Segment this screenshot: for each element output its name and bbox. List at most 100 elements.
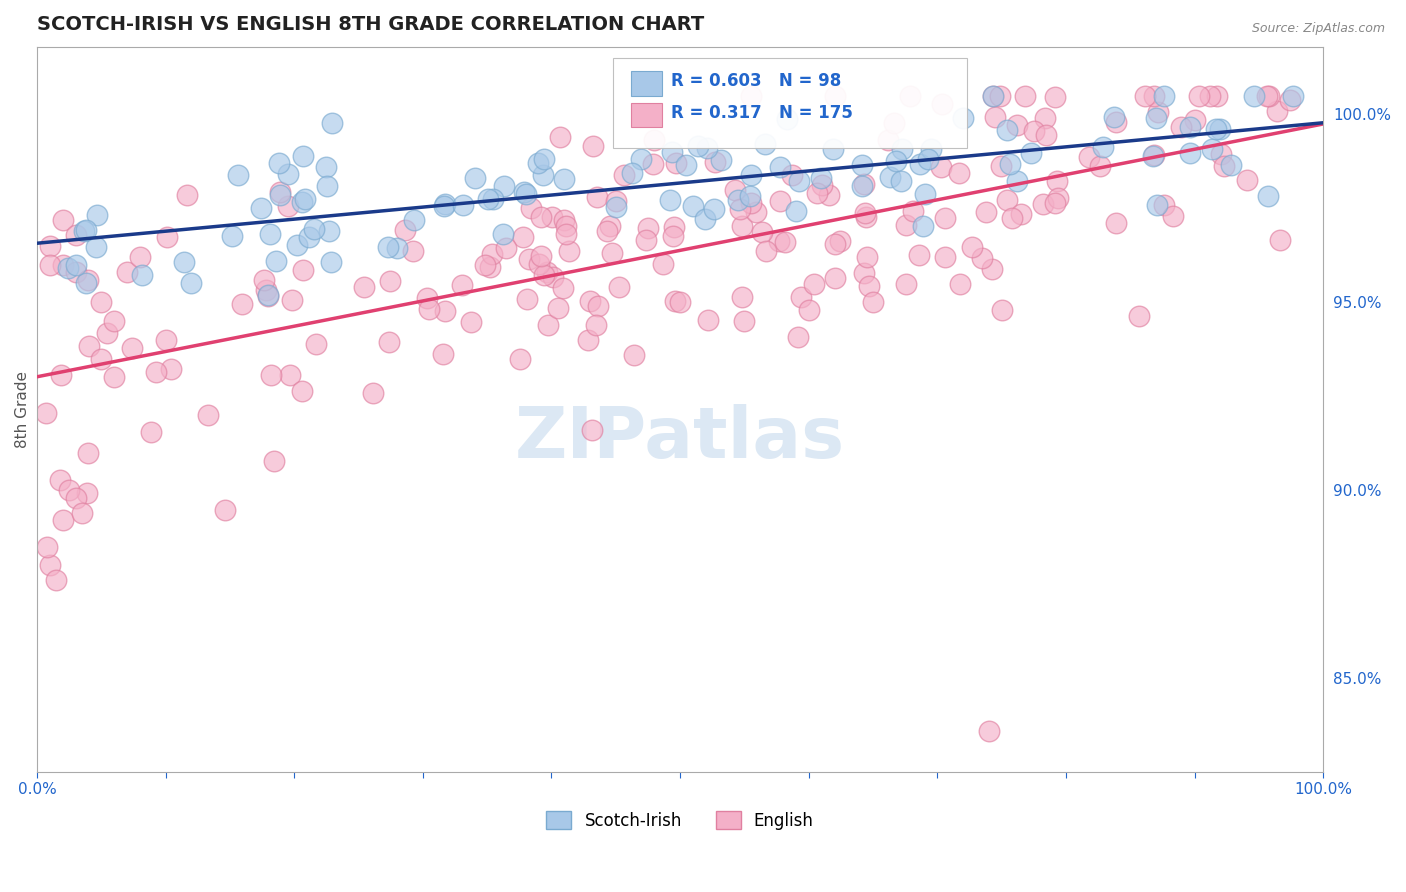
Point [1047, 191, 1070, 205]
Point [451, 198, 474, 212]
Point [858, 278, 880, 293]
Point [623, 347, 645, 361]
Point [75, 277, 97, 291]
Point [291, 384, 314, 398]
Point [605, 200, 627, 214]
Point [460, 315, 482, 329]
Point [259, 368, 281, 382]
Point [121, 342, 143, 356]
Point [52, 258, 75, 272]
Point [768, 235, 790, 249]
Point [250, 202, 273, 216]
Point [948, 166, 970, 180]
Point [949, 277, 972, 292]
Point [731, 219, 754, 234]
Point [361, 386, 384, 401]
Point [477, 192, 499, 206]
Point [934, 211, 956, 225]
Point [65, 227, 87, 242]
Point [1105, 216, 1128, 230]
Point [1257, 189, 1279, 203]
Y-axis label: 8th Grade: 8th Grade [15, 371, 30, 448]
Point [65, 491, 87, 505]
Point [90, 295, 112, 310]
Point [65, 265, 87, 279]
Point [1007, 174, 1029, 188]
Point [981, 262, 1004, 277]
Point [664, 293, 686, 308]
Point [661, 145, 683, 159]
Point [77, 445, 100, 459]
Point [934, 250, 956, 264]
Point [600, 245, 623, 260]
Point [703, 155, 725, 169]
FancyBboxPatch shape [613, 58, 967, 148]
Point [433, 199, 456, 213]
Point [914, 187, 936, 202]
Point [527, 155, 550, 169]
Point [221, 228, 243, 243]
Point [84, 239, 107, 253]
Point [995, 123, 1018, 137]
Point [1014, 88, 1036, 103]
Point [728, 202, 751, 216]
Point [970, 252, 993, 266]
Point [898, 88, 921, 103]
Point [70, 506, 93, 520]
Text: R = 0.317   N = 175: R = 0.317 N = 175 [671, 104, 853, 122]
Point [1265, 103, 1288, 118]
Point [551, 281, 574, 295]
Point [554, 219, 576, 233]
Point [853, 177, 876, 191]
Point [294, 193, 316, 207]
Point [823, 142, 845, 156]
Point [479, 260, 502, 274]
Point [810, 171, 832, 186]
Point [1045, 90, 1067, 104]
Point [533, 153, 555, 167]
Point [530, 210, 553, 224]
Point [1184, 112, 1206, 127]
Point [855, 210, 877, 224]
Point [695, 211, 717, 226]
Point [75, 223, 97, 237]
Point [664, 219, 686, 234]
Point [828, 234, 851, 248]
Point [1104, 115, 1126, 129]
Point [1257, 88, 1279, 103]
Point [305, 337, 328, 351]
Point [879, 170, 901, 185]
Point [319, 255, 342, 269]
Point [513, 186, 536, 200]
Point [1279, 93, 1302, 107]
Point [547, 301, 569, 315]
Point [727, 194, 749, 208]
Point [516, 292, 538, 306]
Point [77, 273, 100, 287]
Point [605, 194, 627, 208]
Point [582, 139, 605, 153]
Point [277, 167, 299, 181]
Point [287, 238, 309, 252]
Point [1178, 145, 1201, 160]
Point [536, 265, 558, 279]
Point [1206, 88, 1229, 103]
Point [1282, 88, 1305, 103]
Point [806, 186, 828, 200]
Point [402, 213, 425, 227]
Point [974, 204, 997, 219]
Point [651, 257, 673, 271]
Point [128, 250, 150, 264]
Point [977, 723, 1000, 738]
Point [492, 178, 515, 193]
Point [512, 229, 534, 244]
FancyBboxPatch shape [631, 103, 662, 128]
Point [318, 224, 340, 238]
Point [769, 194, 792, 209]
Point [1001, 211, 1024, 225]
Point [77, 339, 100, 353]
Point [1005, 119, 1028, 133]
Point [886, 153, 908, 168]
Point [474, 258, 496, 272]
Point [962, 239, 984, 253]
